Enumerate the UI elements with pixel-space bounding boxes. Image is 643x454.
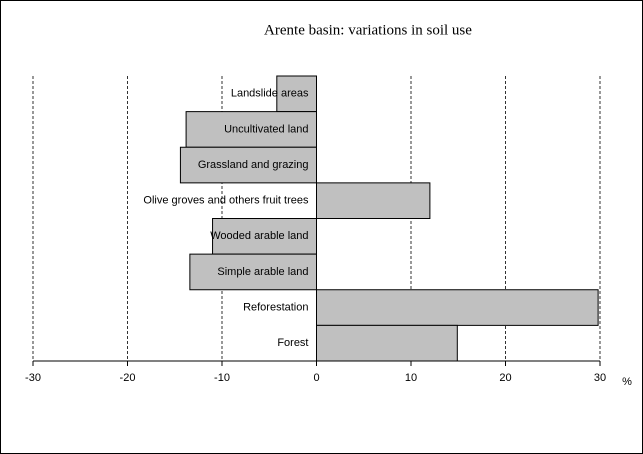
x-tick-label: -10 (214, 372, 230, 384)
bar (189, 253, 317, 291)
x-tick-label: 10 (405, 372, 417, 384)
chart-title: Arente basin: variations in soil use (264, 22, 472, 38)
x-tick-label: 30 (594, 372, 606, 384)
x-tick-label: -20 (120, 372, 136, 384)
category-label: Landslide areas (231, 88, 309, 100)
bar (316, 324, 458, 362)
bar (179, 146, 317, 184)
category-label: Grassland and grazing (198, 159, 309, 171)
bar (185, 111, 317, 148)
category-label: Forest (277, 337, 308, 349)
x-axis-label: % (622, 376, 632, 388)
x-tick-label: 20 (499, 372, 511, 384)
category-label: Reforestation (243, 301, 308, 313)
bar (212, 218, 317, 255)
bar (316, 289, 599, 326)
bar (316, 182, 431, 219)
category-label: Uncultivated land (224, 123, 308, 135)
x-tick-label: 0 (313, 372, 319, 384)
category-label: Olive groves and others fruit trees (143, 195, 309, 207)
x-tick-label: -30 (25, 372, 41, 384)
category-label: Wooded arable land (210, 230, 308, 242)
category-label: Simple arable land (217, 266, 308, 278)
bar (276, 75, 317, 113)
